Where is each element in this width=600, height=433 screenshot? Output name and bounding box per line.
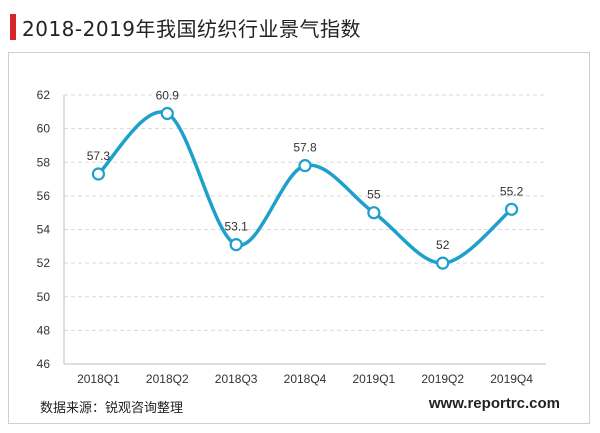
y-tick-label: 50 (37, 290, 51, 304)
x-tick-label: 2019Q2 (421, 372, 464, 386)
grid-lines (63, 94, 546, 365)
source-note: 数据来源：锐观咨询整理 (40, 401, 184, 416)
y-tick-label: 48 (37, 323, 51, 337)
series-line (96, 110, 514, 265)
x-tick-label: 2018Q3 (215, 372, 258, 386)
data-labels: 57.3 60.9 53.1 57.8 55 52 55.2 (87, 88, 524, 252)
title-accent-bar (10, 14, 16, 40)
y-axis-ticks: 46 48 50 52 54 56 58 60 62 (37, 88, 51, 371)
page-title: 2018-2019年我国纺织行业景气指数 (22, 17, 362, 41)
y-tick-label: 62 (37, 88, 51, 102)
data-point (436, 256, 450, 270)
data-label: 55 (367, 188, 381, 202)
x-tick-label: 2018Q2 (146, 372, 189, 386)
y-tick-label: 56 (37, 189, 51, 203)
data-point (367, 206, 381, 220)
data-label: 57.8 (293, 141, 317, 155)
data-label: 53.1 (224, 220, 248, 234)
data-label: 55.2 (500, 184, 524, 198)
y-tick-label: 58 (37, 155, 51, 169)
x-tick-label: 2019Q4 (490, 372, 533, 386)
data-point (91, 167, 106, 181)
y-tick-label: 54 (37, 223, 51, 237)
x-tick-label: 2019Q1 (353, 372, 396, 386)
data-points (91, 106, 519, 270)
x-tick-label: 2018Q1 (77, 372, 120, 386)
x-tick-label: 2018Q4 (284, 372, 327, 386)
data-point (504, 202, 519, 216)
data-label: 60.9 (156, 88, 180, 102)
site-url[interactable]: www.reportrc.com (428, 395, 560, 412)
y-tick-label: 60 (37, 122, 51, 136)
data-point (298, 159, 312, 173)
x-axis-ticks: 2018Q1 2018Q2 2018Q3 2018Q4 2019Q1 2019Q2 2019… (77, 372, 533, 386)
y-tick-label: 52 (37, 256, 51, 270)
y-tick-label: 46 (37, 357, 51, 371)
chart-frame (8, 52, 590, 424)
data-point (229, 238, 243, 252)
data-label: 57.3 (87, 149, 111, 163)
data-label: 52 (436, 238, 450, 252)
data-point (160, 106, 174, 121)
